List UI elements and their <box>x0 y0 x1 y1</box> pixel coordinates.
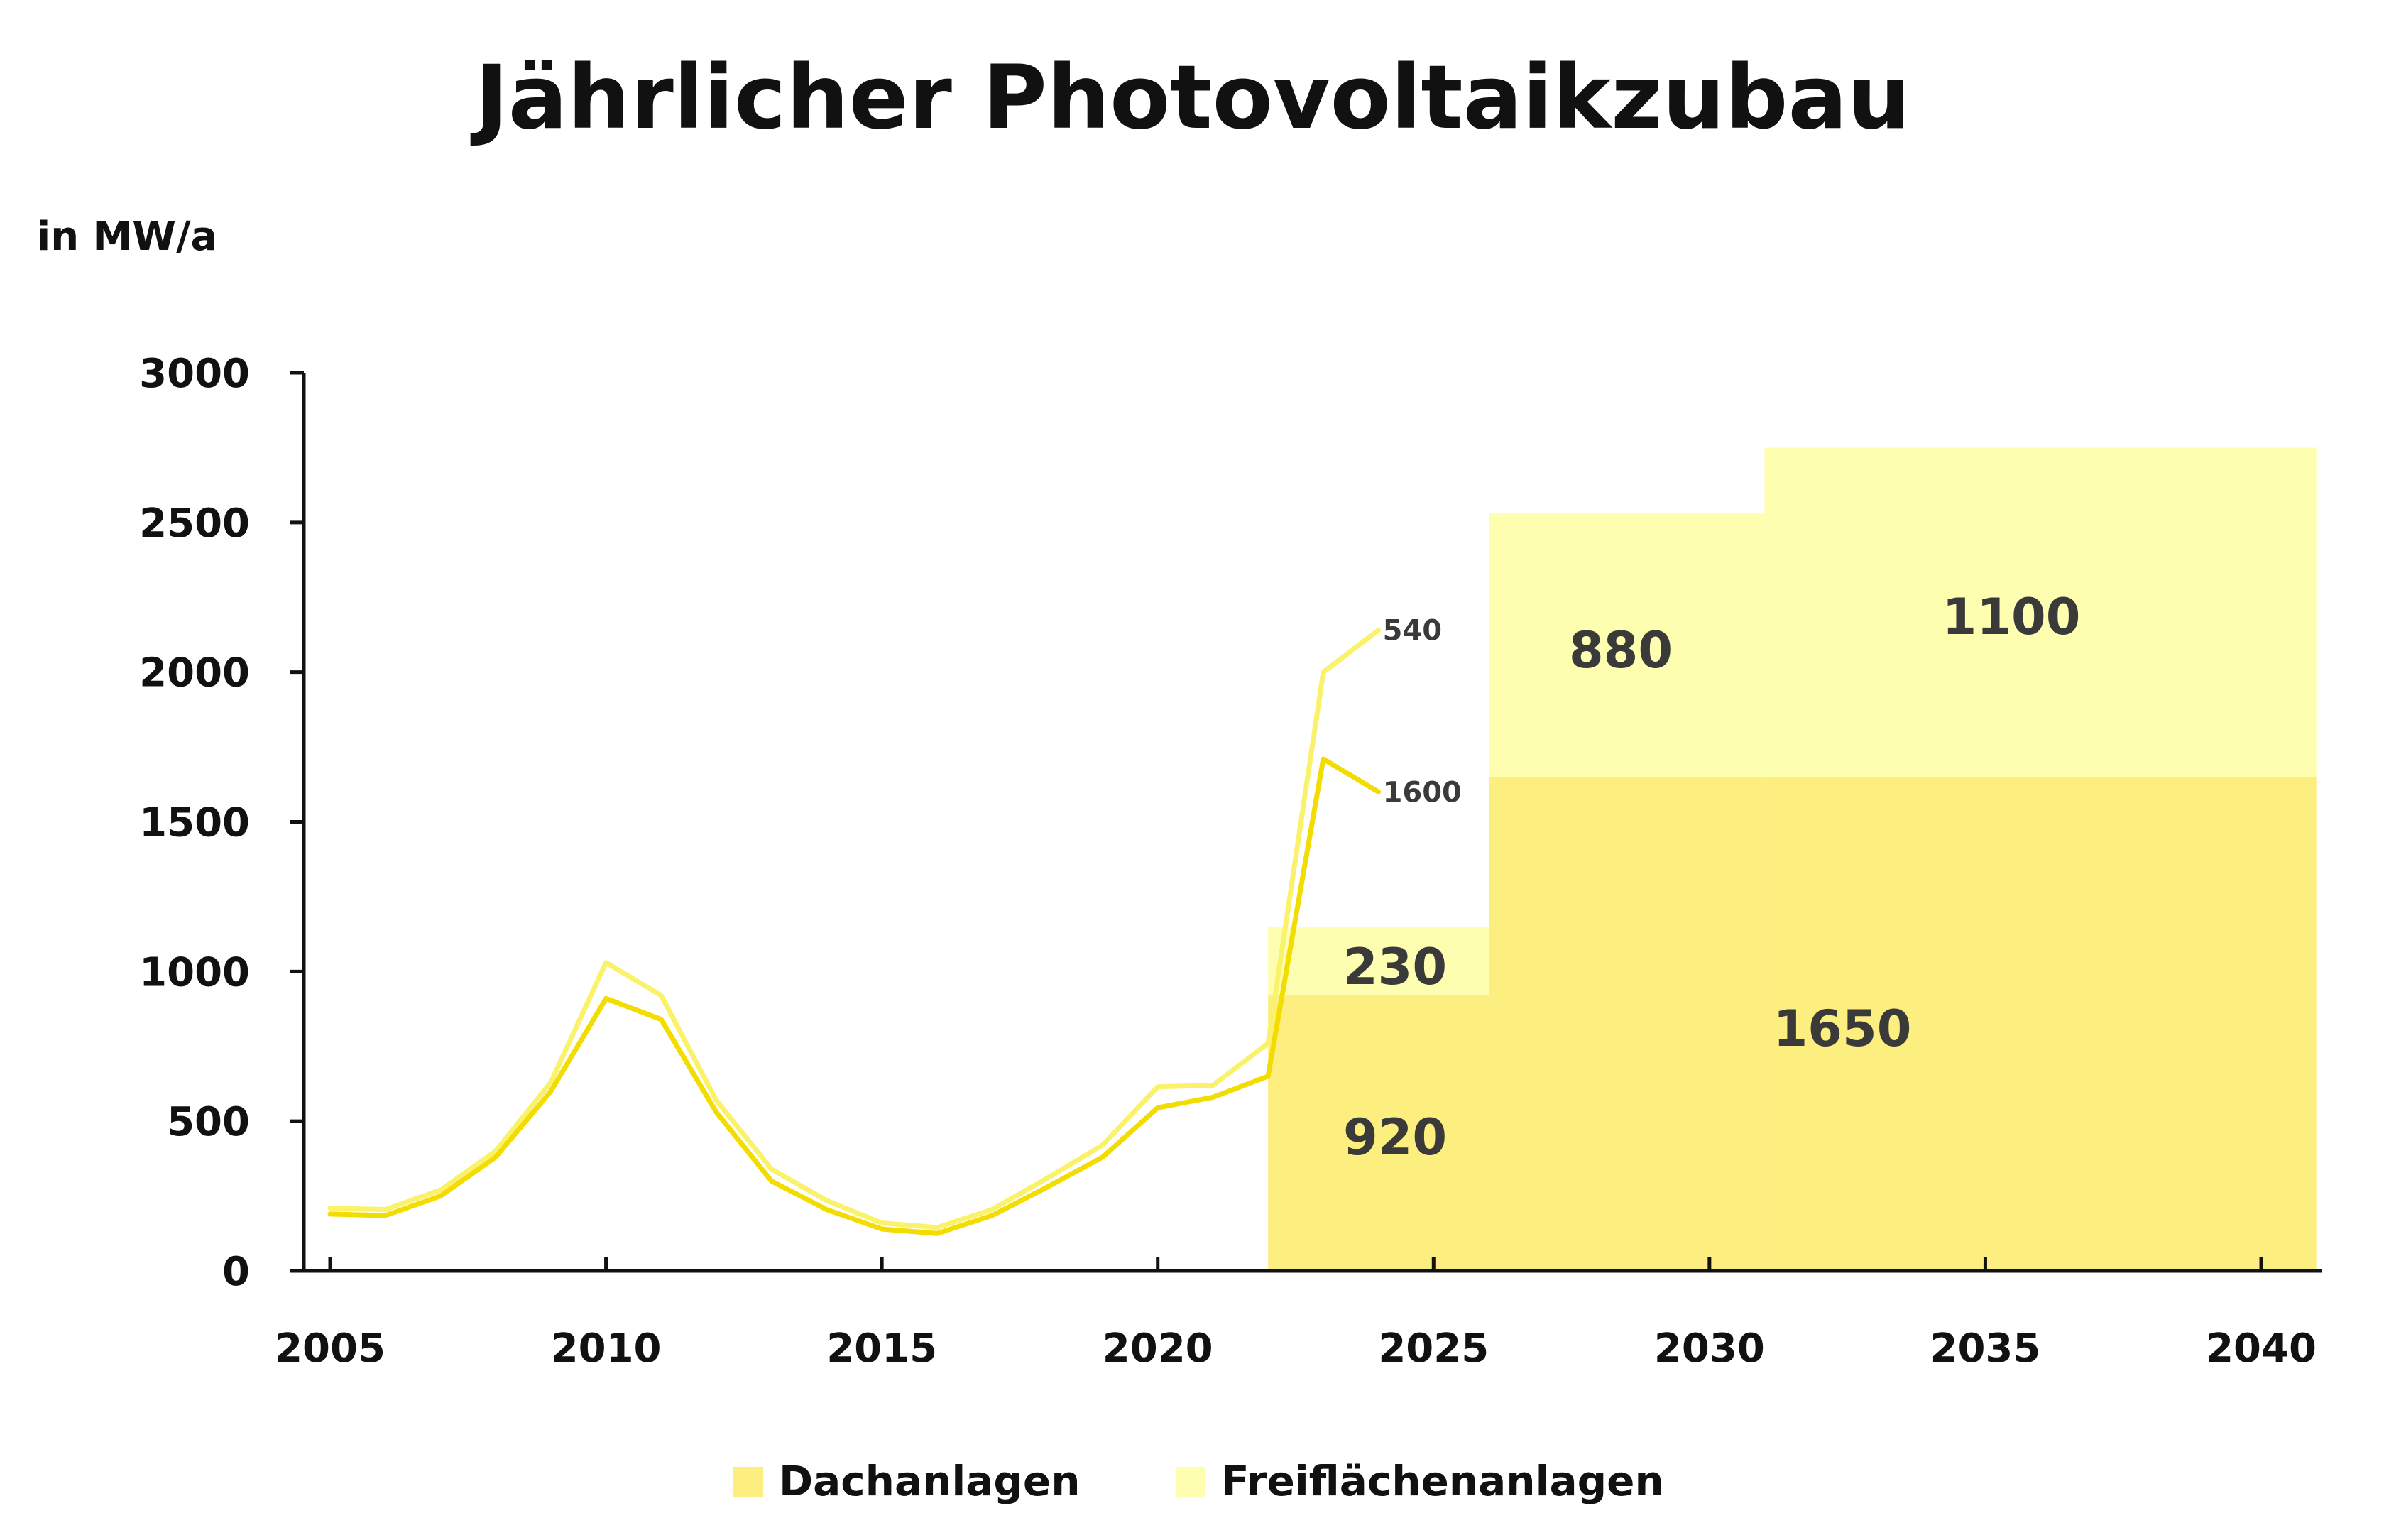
target-blocks <box>1268 447 2317 1271</box>
history-lines <box>327 628 1382 1236</box>
y-tick-label: 2000 <box>139 650 250 697</box>
x-tick-label: 2010 <box>551 1326 662 1372</box>
block-label-3: 1650 <box>1773 1000 1912 1058</box>
x-tick-label: 2015 <box>826 1326 937 1372</box>
series-line-0 <box>327 756 1382 1236</box>
y-tick-label: 2500 <box>139 501 250 547</box>
block-frei-0 <box>1268 927 1489 996</box>
y-ticks: 0 500 1000 1500 2000 2500 3000 <box>139 351 304 1295</box>
chart-title: Jährlicher Photovoltaikzubau <box>471 47 1910 149</box>
block-frei-2 <box>1764 447 2317 777</box>
legend-label-dach: Dachanlagen <box>779 1457 1081 1505</box>
x-tick-label: 2030 <box>1654 1326 1765 1372</box>
block-label-0: 920 <box>1343 1108 1447 1167</box>
legend-swatch-dach <box>733 1467 763 1497</box>
y-tick-label: 1500 <box>139 800 250 846</box>
x-tick-label: 2035 <box>1930 1326 2040 1372</box>
block-frei-1 <box>1489 513 1765 777</box>
legend-swatch-frei <box>1176 1467 1205 1497</box>
series-end-label-0: 1600 <box>1383 776 1462 809</box>
x-ticks: 2005 2010 2015 2020 2025 2030 2035 2040 <box>275 1257 2317 1372</box>
target-block-labels: 920 230 880 1650 1100 <box>1343 588 2080 1167</box>
x-tick-label: 2005 <box>275 1326 386 1372</box>
y-tick-label: 3000 <box>139 351 250 397</box>
y-tick-label: 0 <box>222 1249 250 1295</box>
block-dach-1 <box>1489 777 1765 1271</box>
legend-label-frei: Freiflächenanlagen <box>1221 1457 1664 1505</box>
y-tick-label: 500 <box>167 1099 250 1145</box>
x-tick-label: 2025 <box>1378 1326 1489 1372</box>
series-end-labels: 1600 540 <box>1383 615 1462 809</box>
block-dach-0 <box>1268 995 1489 1271</box>
series-end-label-1: 540 <box>1383 615 1443 648</box>
block-label-2: 880 <box>1569 621 1673 679</box>
block-dach-2 <box>1764 777 2317 1271</box>
x-tick-label: 2020 <box>1103 1326 1213 1372</box>
block-label-4: 1100 <box>1942 588 2081 646</box>
series-line-1 <box>327 628 1382 1230</box>
block-label-1: 230 <box>1343 938 1447 996</box>
y-tick-label: 1000 <box>139 949 250 995</box>
legend: Dachanlagen Freiflächenanlagen <box>733 1457 1664 1505</box>
x-tick-label: 2040 <box>2206 1326 2317 1372</box>
y-axis-unit: in MW/a <box>37 214 217 260</box>
